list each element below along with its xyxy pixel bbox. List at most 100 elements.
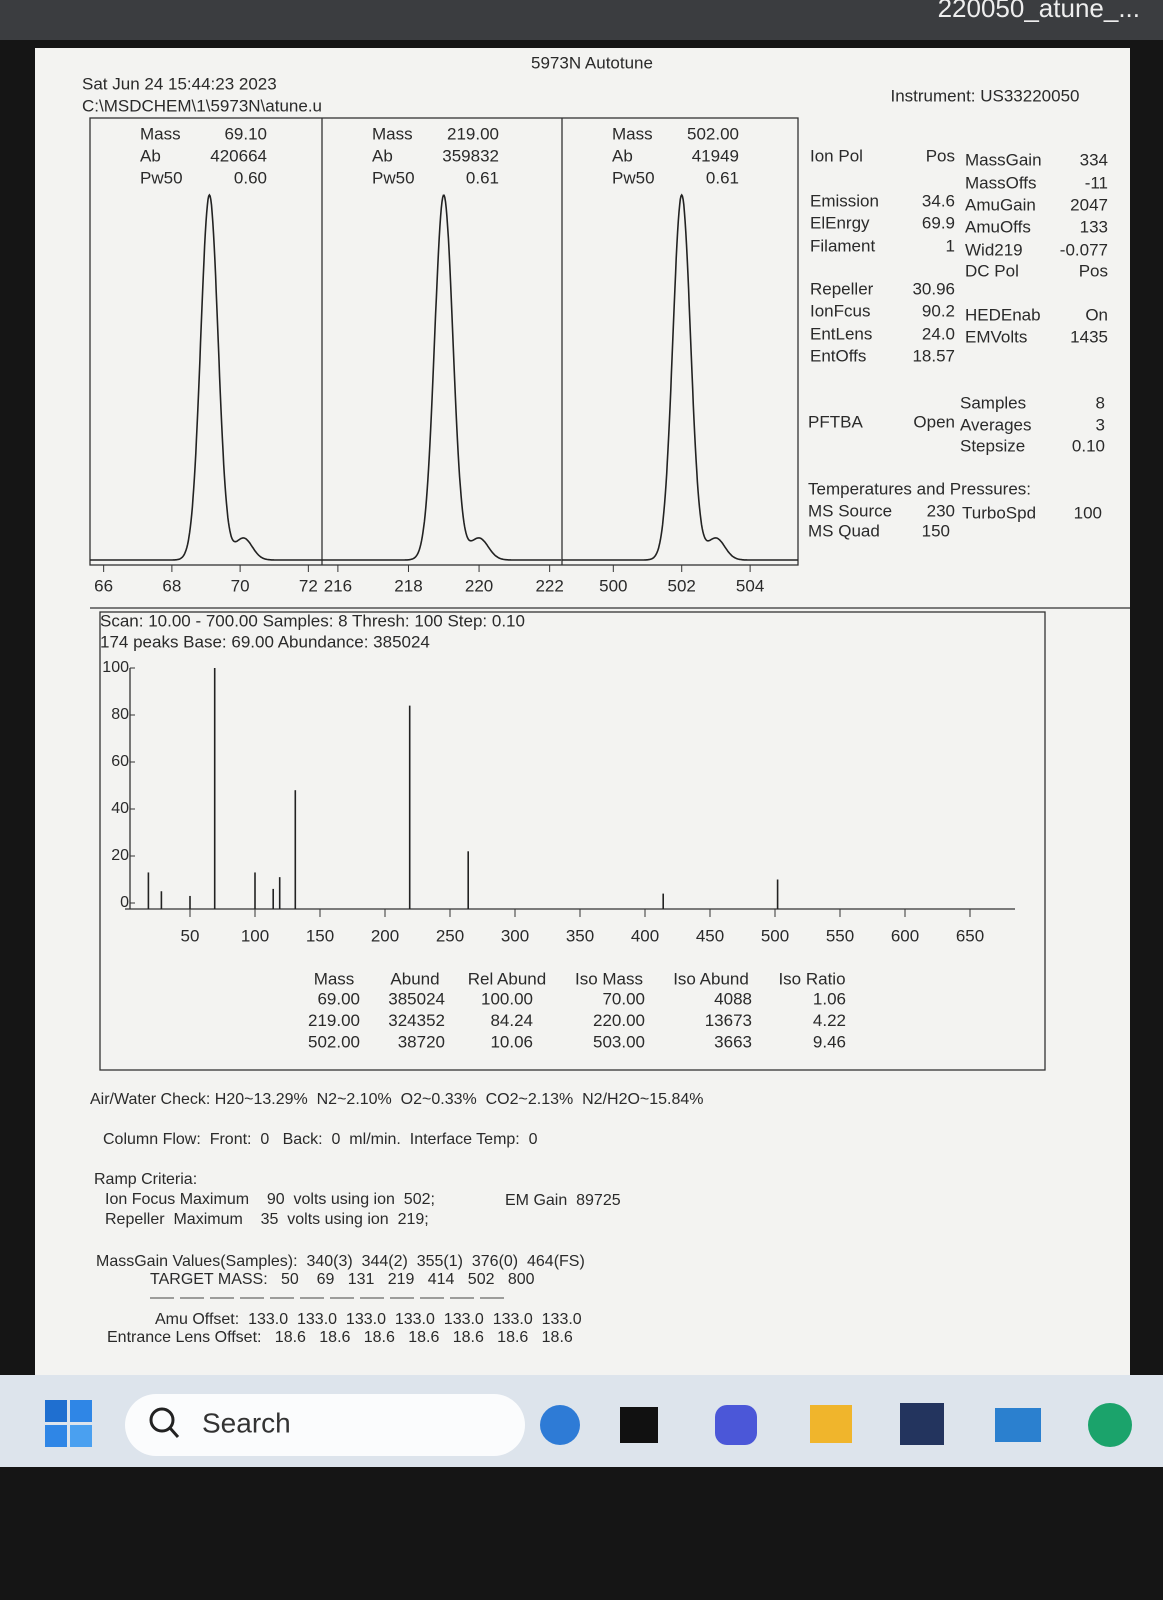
x-tick-label: 220 [465,576,493,595]
param-value: 1 [946,236,955,255]
start-button[interactable] [45,1400,92,1447]
x-tick-label: 600 [891,926,919,945]
peak-field-value: 0.60 [234,168,267,187]
y-tick-label: 0 [120,894,129,911]
x-tick-label: 200 [371,926,399,945]
param-value: 230 [927,501,955,520]
table-header: Iso Mass [575,969,643,988]
app-icon[interactable] [810,1405,852,1443]
param-value: -11 [1085,173,1108,192]
app-icon[interactable] [995,1408,1041,1442]
table-cell: 84.24 [490,1011,533,1030]
x-tick-label: 150 [306,926,334,945]
param-label: HEDEnab [965,305,1041,324]
report-title: 5973N Autotune [531,53,653,72]
peak-field-label: Ab [372,146,393,165]
search-pill [125,1394,525,1456]
y-tick-label: 20 [111,847,129,864]
peak-field-value: 219.00 [447,124,499,143]
param-value: 24.0 [922,324,955,343]
app-icon[interactable] [1088,1403,1132,1447]
instrument: Instrument: US33220050 [890,86,1079,105]
x-tick-label: 500 [761,926,789,945]
param-label: Repeller [810,279,874,298]
peak-profile [562,193,798,561]
param-label: ElEnrgy [810,213,870,232]
y-tick-label: 60 [111,753,129,770]
y-tick-label: 40 [111,800,129,817]
peak-summary: 174 peaks Base: 69.00 Abundance: 385024 [100,632,430,651]
param-label: Samples [960,393,1026,412]
param-value: -0.077 [1060,240,1108,259]
x-tick-label: 502 [668,576,696,595]
table-cell: 324352 [388,1011,445,1030]
table-header: Iso Ratio [778,969,845,988]
report-date: Sat Jun 24 15:44:23 2023 [82,74,277,93]
peak-field-value: 502.00 [687,124,739,143]
peak-frame [89,117,799,566]
peak-field-value: 420664 [210,146,267,165]
table-cell: 4088 [714,989,752,1008]
param-value: 18.57 [912,346,955,365]
param-value: Pos [1079,261,1108,280]
table-header: Abund [390,969,439,988]
param-value: 30.96 [912,279,955,298]
y-tick-label: 80 [111,706,129,723]
param-label: Wid219 [965,240,1023,259]
x-tick-label: 70 [231,576,250,595]
table-cell: 219.00 [308,1011,360,1030]
x-tick-label: 100 [241,926,269,945]
app-icon[interactable] [715,1405,757,1445]
x-tick-label: 550 [826,926,854,945]
param-value: 133 [1080,217,1108,236]
x-tick-label: 66 [94,576,113,595]
table-cell: 10.06 [490,1032,533,1051]
app-icon[interactable] [900,1403,944,1445]
search-icon [149,1407,175,1433]
table-cell: 385024 [388,989,445,1008]
param-label: DC Pol [965,261,1019,280]
x-tick-label: 350 [566,926,594,945]
param-label: MassGain [965,150,1042,169]
table-cell: 100.00 [481,989,533,1008]
param-label: EntLens [810,324,872,343]
param-label: MassOffs [965,173,1036,192]
table-header: Rel Abund [468,969,546,988]
peak-field-label: Pw50 [612,168,655,187]
table-cell: 38720 [398,1032,445,1051]
table-header: Mass [314,969,355,988]
x-tick-label: 650 [956,926,984,945]
x-tick-label: 500 [599,576,627,595]
app-icon[interactable] [620,1407,658,1443]
param-label: MS Source [808,501,892,520]
top-bar [0,0,1163,40]
x-tick-label: 68 [162,576,181,595]
param-value: 90.2 [922,301,955,320]
param-value: 334 [1080,150,1108,169]
app-icon[interactable] [540,1405,580,1445]
ramp-line: Ion Focus Maximum 90 volts using ion 502… [105,1191,435,1208]
peak-field-label: Mass [372,124,413,143]
ramp-line: Repeller Maximum 35 volts using ion 219; [105,1211,429,1228]
param-label: TurboSpd [962,503,1036,522]
param-value: On [1085,305,1108,324]
table-cell: 13673 [705,1011,752,1030]
logo-tile [45,1400,67,1422]
table-cell: 1.06 [813,989,846,1008]
table-header: Iso Abund [673,969,749,988]
param-label: EMVolts [965,327,1027,346]
amu-offset: Amu Offset: 133.0 133.0 133.0 133.0 133.… [155,1311,582,1328]
table-cell: 70.00 [602,989,645,1008]
x-tick-label: 400 [631,926,659,945]
x-tick-label: 216 [324,576,352,595]
param-value: 8 [1096,393,1105,412]
param-label: AmuGain [965,195,1036,214]
param-label: PFTBA [808,412,863,431]
param-label: Averages [960,415,1032,434]
search-box[interactable]: Search [125,1394,525,1456]
peak-field-value: 0.61 [706,168,739,187]
peak-field-label: Pw50 [372,168,415,187]
scan-info: Scan: 10.00 - 700.00 Samples: 8 Thresh: … [100,611,525,630]
param-value: 3 [1096,415,1105,434]
